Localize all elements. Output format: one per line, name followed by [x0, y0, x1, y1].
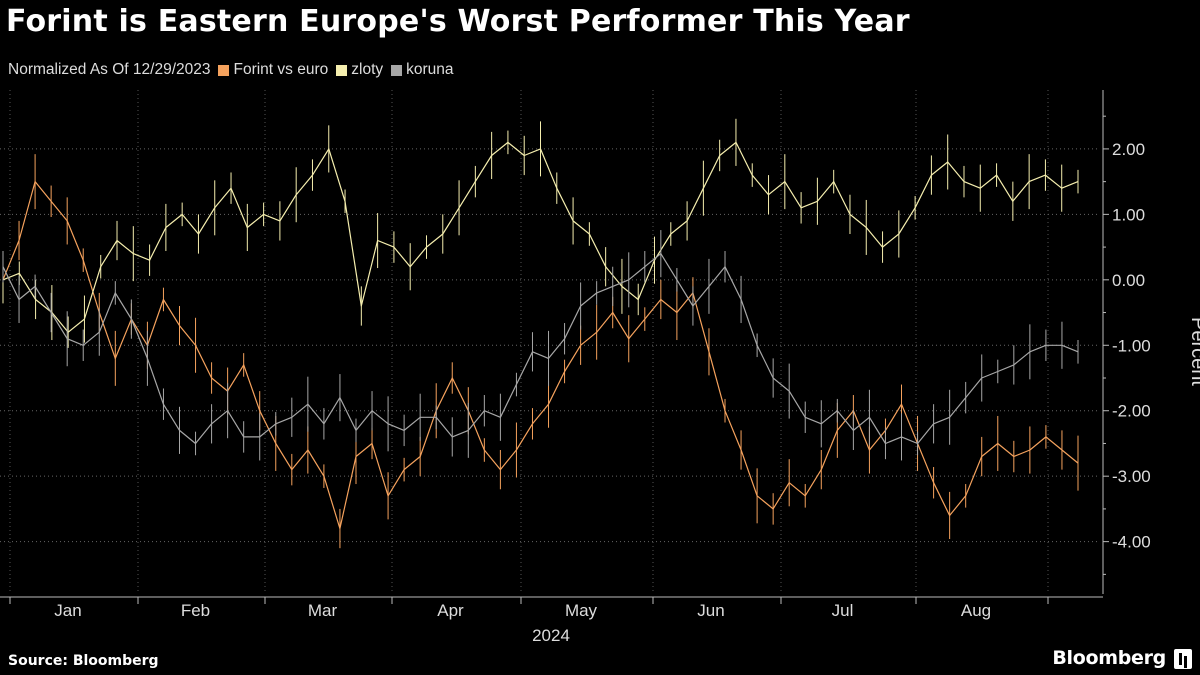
- x-tick-label: Jan: [54, 601, 81, 620]
- x-tick-label: Feb: [181, 601, 210, 620]
- x-tick-label: Jul: [832, 601, 854, 620]
- legend: Normalized As Of 12/29/2023 Forint vs eu…: [8, 61, 462, 79]
- x-tick-label: Mar: [308, 601, 338, 620]
- legend-label-koruna: koruna: [406, 61, 454, 78]
- x-axis-title: 2024: [532, 626, 570, 645]
- x-axis: Jan Feb Mar Apr May Jun Jul Aug: [0, 596, 1103, 620]
- bloomberg-logo: Bloomberg: [1052, 647, 1166, 669]
- legend-label-zloty: zloty: [351, 61, 384, 78]
- y-tick-label: 0.00: [1112, 271, 1145, 290]
- series-line: [2, 141, 1079, 333]
- y-tick-label: -4.00: [1112, 533, 1151, 552]
- y-tick-label: -3.00: [1112, 467, 1151, 486]
- y-axis-title: Percent: [1186, 317, 1200, 386]
- x-tick-label: Aug: [961, 601, 991, 620]
- legend-item-koruna: koruna: [391, 61, 454, 79]
- legend-swatch-koruna: [391, 64, 403, 76]
- y-tick-label: -2.00: [1112, 402, 1151, 421]
- legend-swatch-forint: [218, 64, 230, 76]
- y-axis: 2.00 1.00 0.00 -1.00 -2.00 -3.00 -4.00: [1102, 90, 1151, 594]
- legend-item-forint: Forint vs euro: [218, 61, 328, 79]
- grid-lines: [0, 90, 1100, 594]
- series-forint-vs-euro: [2, 154, 1079, 549]
- y-tick-label: 1.00: [1112, 205, 1145, 224]
- source-note: Source: Bloomberg: [8, 653, 159, 669]
- subtitle-text: Normalized As Of 12/29/2023: [8, 61, 211, 78]
- legend-label-forint: Forint vs euro: [233, 61, 329, 78]
- series-lines: [2, 118, 1079, 549]
- series-line: [2, 181, 1079, 530]
- y-tick-label: -1.00: [1112, 336, 1151, 355]
- series-zloty: [2, 118, 1079, 348]
- chart-title: Forint is Eastern Europe's Worst Perform…: [6, 4, 910, 39]
- legend-swatch-zloty: [336, 64, 348, 76]
- series-line: [2, 253, 1079, 445]
- x-tick-label: Jun: [697, 601, 724, 620]
- bloomberg-terminal-icon: [1174, 649, 1192, 669]
- series-koruna: [2, 230, 1079, 461]
- y-tick-label: 2.00: [1112, 140, 1145, 159]
- x-tick-label: Apr: [437, 601, 464, 620]
- legend-subtitle: Normalized As Of 12/29/2023: [8, 61, 210, 79]
- legend-item-zloty: zloty: [336, 61, 383, 79]
- x-tick-label: May: [565, 601, 598, 620]
